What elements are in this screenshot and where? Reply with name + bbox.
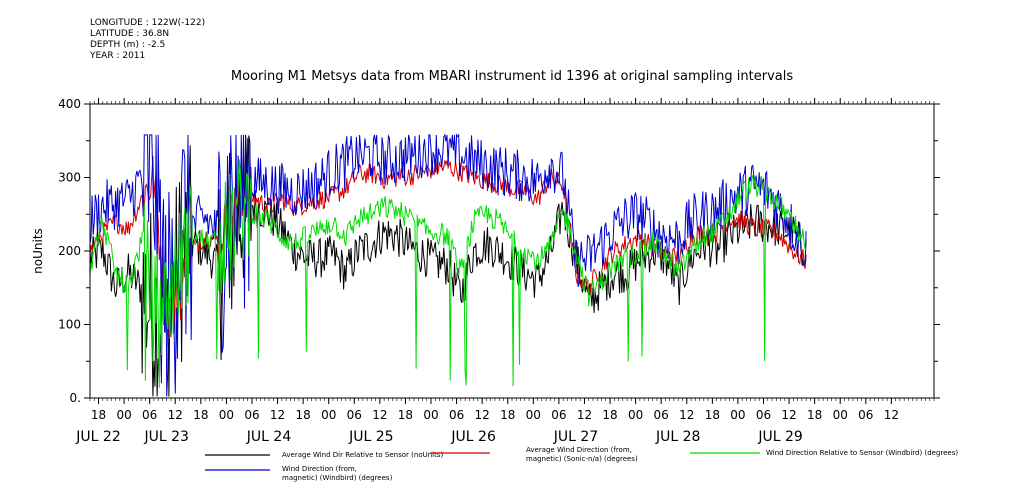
legend-label: Wind Direction Relative to Sensor (Windb… [766, 449, 958, 457]
y-tick-label: 400 [58, 97, 81, 111]
x-tick-label: 06 [449, 408, 464, 422]
x-day-label: JUL 27 [553, 429, 598, 445]
x-tick-label: 18 [602, 408, 617, 422]
x-day-label: JUL 28 [655, 429, 700, 445]
series-layer [89, 133, 807, 397]
x-tick-label: 18 [295, 408, 310, 422]
x-tick-label: 00 [321, 408, 336, 422]
year-label: YEAR : 2011 [90, 51, 146, 61]
x-day-label: JUL 29 [757, 429, 802, 445]
x-tick-label: 18 [705, 408, 720, 422]
series-line-4 [89, 133, 807, 397]
x-tick-label: 06 [142, 408, 157, 422]
x-tick-label: 12 [781, 408, 796, 422]
x-day-label: JUL 23 [144, 429, 189, 445]
legend-label: Average Wind Direction (from, magnetic) (… [526, 446, 638, 463]
x-tick-label: 18 [500, 408, 515, 422]
x-tick-label: 18 [398, 408, 413, 422]
metadata-block: LONGITUDE : 122W(-122) LATITUDE : 36.8N … [90, 18, 205, 62]
x-tick-label: 12 [577, 408, 592, 422]
latitude-label: LATITUDE : 36.8N [90, 29, 170, 39]
x-tick-label: 00 [116, 408, 131, 422]
x-tick-label: 06 [756, 408, 771, 422]
x-tick-label: 18 [807, 408, 822, 422]
x-day-label: JUL 24 [246, 429, 292, 445]
depth-label: DEPTH (m) : -2.5 [90, 40, 166, 50]
x-tick-label: 00 [833, 408, 848, 422]
chart-title: Mooring M1 Metsys data from MBARI instru… [231, 69, 793, 84]
x-tick-label: 06 [858, 408, 873, 422]
legend-label: Wind Direction (from, magnetic) (Windbird… [282, 465, 393, 482]
series-line-1 [89, 134, 807, 397]
x-tick-label: 12 [372, 408, 387, 422]
x-tick-label: 18 [91, 408, 106, 422]
x-day-label: JUL 26 [450, 429, 496, 445]
x-tick-label: 00 [219, 408, 234, 422]
x-day-label: JUL 25 [348, 429, 393, 445]
x-tick-label: 00 [526, 408, 541, 422]
x-tick-label: 12 [884, 408, 899, 422]
x-tick-label: 06 [654, 408, 669, 422]
x-tick-label: 12 [270, 408, 285, 422]
x-tick-label: 06 [551, 408, 566, 422]
y-tick-label: 200 [58, 244, 81, 258]
legend-label: Average Wind Dir Relative to Sensor (noU… [282, 451, 443, 459]
series-line-2 [89, 155, 807, 346]
y-tick-label: 100 [58, 318, 81, 332]
x-tick-label: 00 [423, 408, 438, 422]
longitude-label: LONGITUDE : 122W(-122) [90, 18, 206, 28]
x-tick-label: 12 [679, 408, 694, 422]
x-tick-label: 12 [168, 408, 183, 422]
axes: 0. 100 200 300 400 18 00 06 12 18 00 06 12 18 00 06 12 18… [58, 97, 940, 445]
legend: Average Wind Dir Relative to Sensor (noU… [205, 446, 958, 482]
x-tick-label: 06 [347, 408, 362, 422]
y-axis-label: noUnits [31, 228, 45, 274]
x-tick-label: 06 [244, 408, 259, 422]
x-tick-label: 00 [730, 408, 745, 422]
y-tick-label: 300 [58, 171, 81, 185]
x-day-label: JUL 22 [75, 429, 120, 445]
series-line-3 [89, 159, 807, 388]
x-tick-label: 18 [193, 408, 208, 422]
x-tick-label: 12 [475, 408, 490, 422]
y-tick-label: 0. [70, 391, 81, 405]
x-tick-label: 00 [628, 408, 643, 422]
